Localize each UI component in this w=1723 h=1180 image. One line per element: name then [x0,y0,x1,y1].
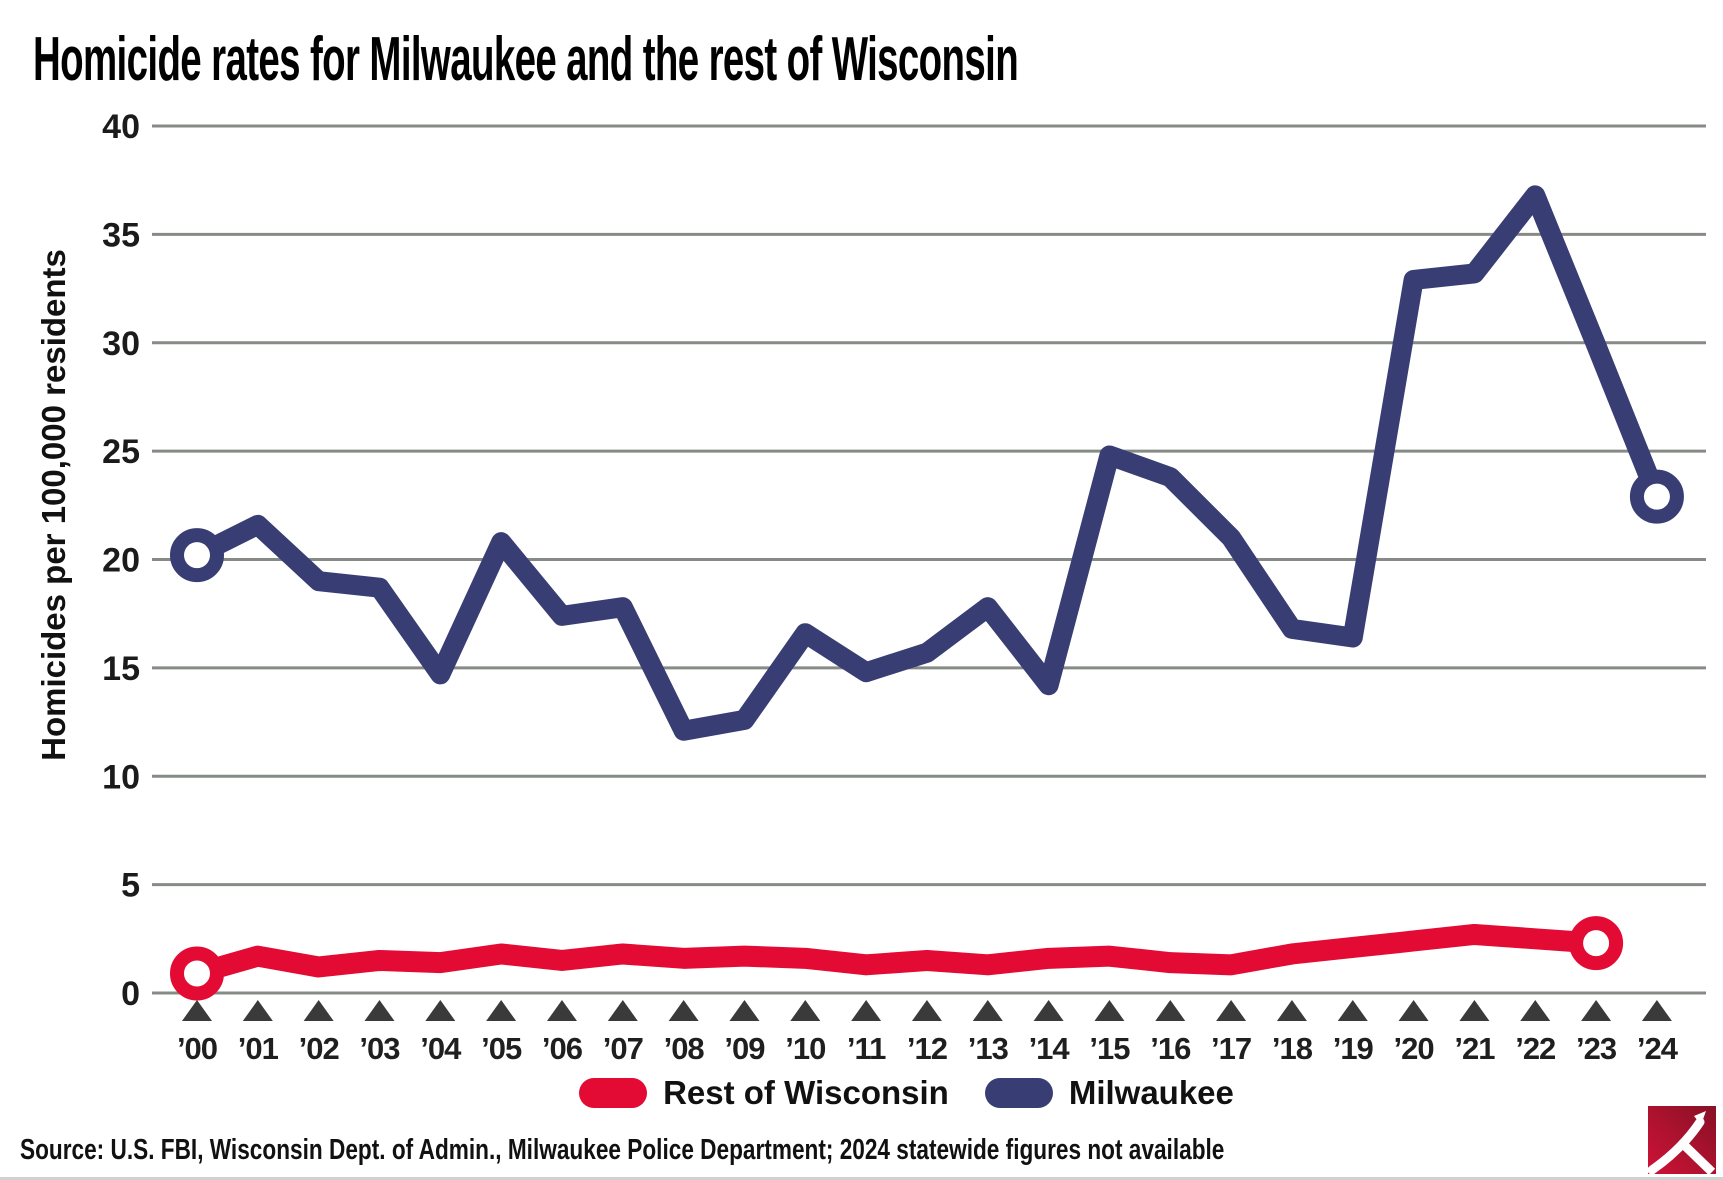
legend: Rest of Wisconsin Milwaukee [45,1072,1723,1114]
y-tick-label-5: 5 [121,867,140,905]
x-tick-label: ’16 [1150,1031,1191,1066]
x-tick-label: ’00 [177,1031,217,1066]
x-tick-label: ’22 [1515,1031,1555,1066]
legend-label-milwaukee: Milwaukee [1068,1074,1234,1111]
chart-title: Homicide rates for Milwaukee and the res… [33,25,1019,94]
logo-pickaxe-blade [1648,1117,1705,1174]
y-tick-label-20: 20 [102,542,140,580]
x-tick-label: ’17 [1211,1031,1251,1066]
x-tick-triangle [1398,1000,1429,1021]
legend-label-rest-of-wisconsin: Rest of Wisconsin [663,1074,949,1111]
x-tick-triangle [1094,1000,1125,1021]
x-tick-label: ’08 [664,1031,705,1066]
y-tick-label-40: 40 [102,108,140,146]
x-tick-triangle [1459,1000,1490,1021]
x-tick-triangle [729,1000,760,1021]
y-tick-label-35: 35 [102,216,140,254]
y-tick-label-0: 0 [121,975,140,1013]
x-tick-triangle [911,1000,942,1021]
x-tick-triangle [486,1000,517,1021]
x-tick-label: ’04 [420,1031,462,1066]
x-tick-triangle [182,1000,212,1021]
x-tick-label: ’23 [1576,1031,1617,1066]
x-tick-label: ’20 [1394,1031,1434,1066]
y-tick-label-30: 30 [102,325,140,363]
logo-pickaxe-handle [1677,1138,1716,1174]
x-tick-triangle [668,1000,699,1021]
legend-swatch-milwaukee [984,1078,1053,1108]
x-tick-triangle [972,1000,1003,1021]
x-tick-triangle [1155,1000,1186,1021]
x-tick-triangle [1337,1000,1368,1021]
x-tick-label: ’15 [1089,1031,1130,1066]
x-tick-triangle [1581,1000,1612,1021]
x-tick-label: ’13 [968,1031,1009,1066]
x-tick-triangle [303,1000,334,1021]
x-tick-label: ’12 [907,1031,947,1066]
legend-swatch-rest-of-wisconsin [579,1078,648,1108]
x-tick-triangle [1216,1000,1247,1021]
logo-pickaxe-head [1694,1111,1706,1125]
y-tick-label-15: 15 [102,650,140,688]
endpoint-marker-rest-of-wisconsin-2000 [170,946,224,1001]
x-tick-triangle [546,1000,577,1021]
x-tick-label: ’03 [359,1031,400,1066]
y-tick-label-25: 25 [102,433,140,471]
endpoint-marker-milwaukee-2024 [1629,469,1684,524]
x-tick-label: ’09 [724,1031,765,1066]
x-tick-triangle [1033,1000,1064,1021]
x-tick-label: ’14 [1029,1031,1071,1066]
x-tick-triangle [1641,1000,1672,1021]
x-tick-triangle [851,1000,882,1021]
x-tick-triangle [242,1000,273,1021]
publisher-logo [1648,1106,1716,1174]
x-tick-label: ’24 [1637,1031,1679,1066]
x-tick-label: ’07 [603,1031,643,1066]
x-tick-label: ’11 [847,1031,886,1066]
x-tick-triangle [1276,1000,1307,1021]
x-tick-label: ’05 [481,1031,522,1066]
x-tick-label: ’18 [1272,1031,1313,1066]
x-tick-label: ’02 [299,1031,339,1066]
x-tick-triangle [607,1000,638,1021]
y-tick-label-10: 10 [102,758,140,796]
x-tick-triangle [790,1000,821,1021]
source-note: Source: U.S. FBI, Wisconsin Dept. of Adm… [20,1134,1225,1166]
x-tick-triangle [364,1000,395,1021]
x-tick-label: ’21 [1454,1031,1495,1066]
endpoint-marker-milwaukee-2000 [170,528,224,583]
bottom-divider [0,1177,1723,1180]
series-line-milwaukee [187,185,1667,741]
series-line-rest-of-wisconsin [186,923,1607,984]
x-tick-label: ’19 [1333,1031,1374,1066]
x-tick-label: ’01 [238,1031,279,1066]
x-tick-triangle [425,1000,456,1021]
x-tick-label: ’06 [542,1031,583,1066]
x-tick-label: ’10 [785,1031,825,1066]
endpoint-marker-rest-of-wisconsin-2023 [1569,916,1624,971]
x-tick-triangle [1520,1000,1551,1021]
